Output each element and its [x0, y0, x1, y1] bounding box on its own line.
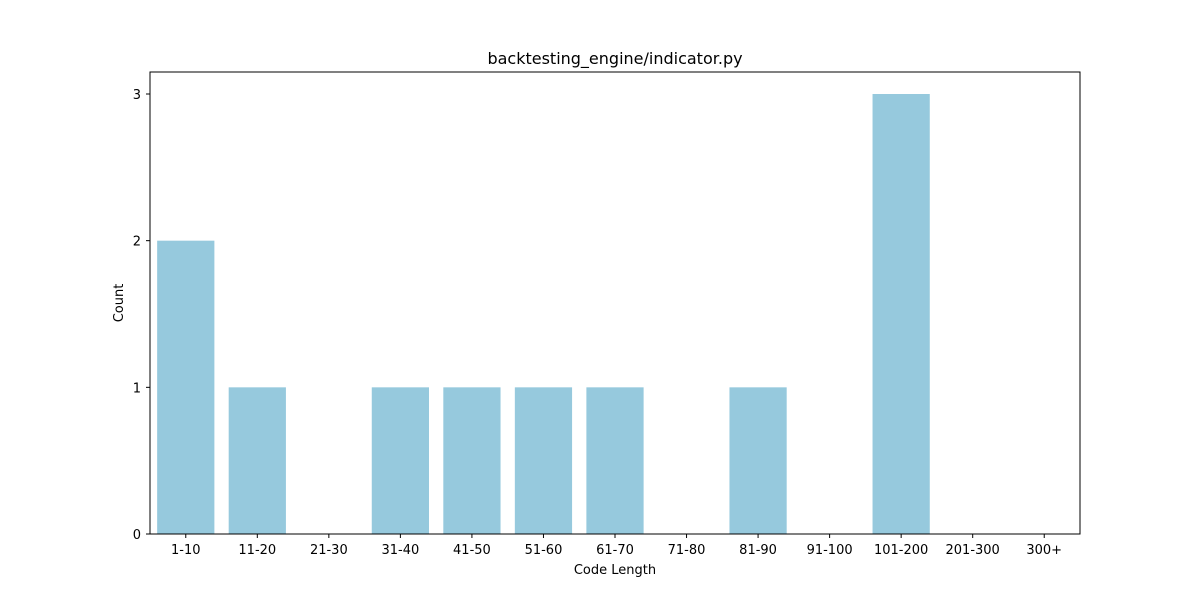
bar-81-90 [729, 387, 787, 534]
bar-61-70 [586, 387, 644, 534]
y-axis-label: Count [112, 284, 127, 323]
y-tick-label: 3 [133, 88, 141, 103]
x-tick-label: 21-30 [310, 543, 348, 558]
x-tick-label: 51-60 [525, 543, 563, 558]
x-tick-label: 81-90 [739, 543, 777, 558]
x-tick-label: 61-70 [596, 543, 634, 558]
x-tick-label: 71-80 [668, 543, 706, 558]
chart-title: backtesting_engine/indicator.py [487, 49, 742, 69]
x-tick-label: 31-40 [381, 543, 419, 558]
bar-51-60 [514, 387, 573, 534]
y-tick-label: 2 [133, 235, 141, 250]
x-axis-ticks: 1-10 11-20 21-30 31-40 41-50 51-60 61-70 71-80 8… [171, 534, 1062, 558]
x-tick-label: 91-100 [807, 543, 853, 558]
y-axis-ticks: 0 1 2 3 [133, 88, 150, 543]
x-tick-label: 11-20 [238, 543, 276, 558]
x-tick-label: 41-50 [453, 543, 491, 558]
y-tick-label: 0 [133, 528, 141, 543]
bar-101-200 [872, 94, 930, 534]
bar-41-50 [443, 387, 501, 534]
x-tick-label: 1-10 [171, 543, 201, 558]
bars-group [157, 94, 930, 534]
bar-1-10 [157, 240, 215, 534]
plot-frame [149, 71, 1081, 535]
x-tick-label: 300+ [1026, 543, 1062, 558]
x-tick-label: 201-300 [946, 543, 1000, 558]
y-tick-label: 1 [133, 381, 141, 396]
bar-31-40 [371, 387, 429, 534]
x-axis-label: Code Length [574, 563, 656, 578]
bar-11-20 [228, 387, 286, 534]
x-tick-label: 101-200 [874, 543, 928, 558]
